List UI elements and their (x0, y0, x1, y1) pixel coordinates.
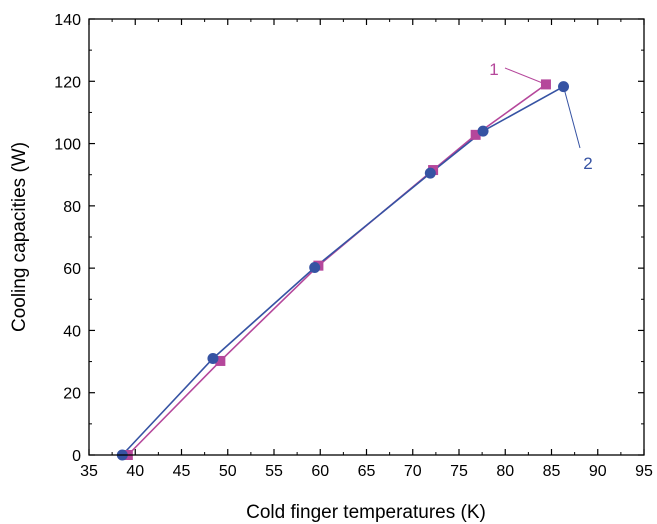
series-2-point (424, 167, 436, 179)
x-tick-label: 60 (311, 463, 329, 480)
x-tick-label: 55 (265, 463, 283, 480)
y-tick-label: 20 (63, 386, 81, 403)
x-tick-label: 75 (450, 463, 468, 480)
series-1-point (215, 355, 226, 366)
annotation-1-label: 1 (489, 60, 498, 79)
y-tick-label: 40 (63, 323, 81, 340)
x-tick-label: 45 (173, 463, 191, 480)
x-tick-label: 35 (80, 463, 98, 480)
series-2-line (121, 85, 564, 456)
y-tick-label: 120 (54, 74, 81, 91)
x-tick-label: 50 (219, 463, 237, 480)
axis-ticks: 35 40 45 50 55 60 65 70 75 80 85 90 9502040608010012… (54, 12, 653, 480)
y-axis-title: Cooling capacities (W) (9, 142, 30, 332)
x-tick-label: 40 (126, 463, 144, 480)
annotations-group: 12 (489, 60, 592, 173)
x-tick-label: 95 (635, 463, 653, 480)
x-tick-label: 90 (589, 463, 607, 480)
series-1-point (470, 129, 481, 140)
x-axis-title: Cold finger temperatures (K) (246, 502, 486, 523)
series-2-point (477, 125, 489, 137)
y-tick-label: 0 (72, 448, 81, 465)
annotation-2-leader (563, 86, 581, 149)
x-tick-label: 65 (358, 463, 376, 480)
series-2-point (207, 352, 219, 364)
x-tick-label: 85 (543, 463, 561, 480)
y-tick-label: 140 (54, 12, 81, 29)
series-2-point (309, 262, 321, 274)
annotation-2-label: 2 (583, 154, 592, 173)
annotation-1-leader (504, 67, 547, 85)
x-tick-label: 80 (496, 463, 514, 480)
x-tick-label: 70 (404, 463, 422, 480)
y-tick-label: 100 (54, 137, 81, 154)
plot-frame (88, 18, 645, 456)
y-tick-label: 80 (63, 199, 81, 216)
y-tick-label: 60 (63, 261, 81, 278)
